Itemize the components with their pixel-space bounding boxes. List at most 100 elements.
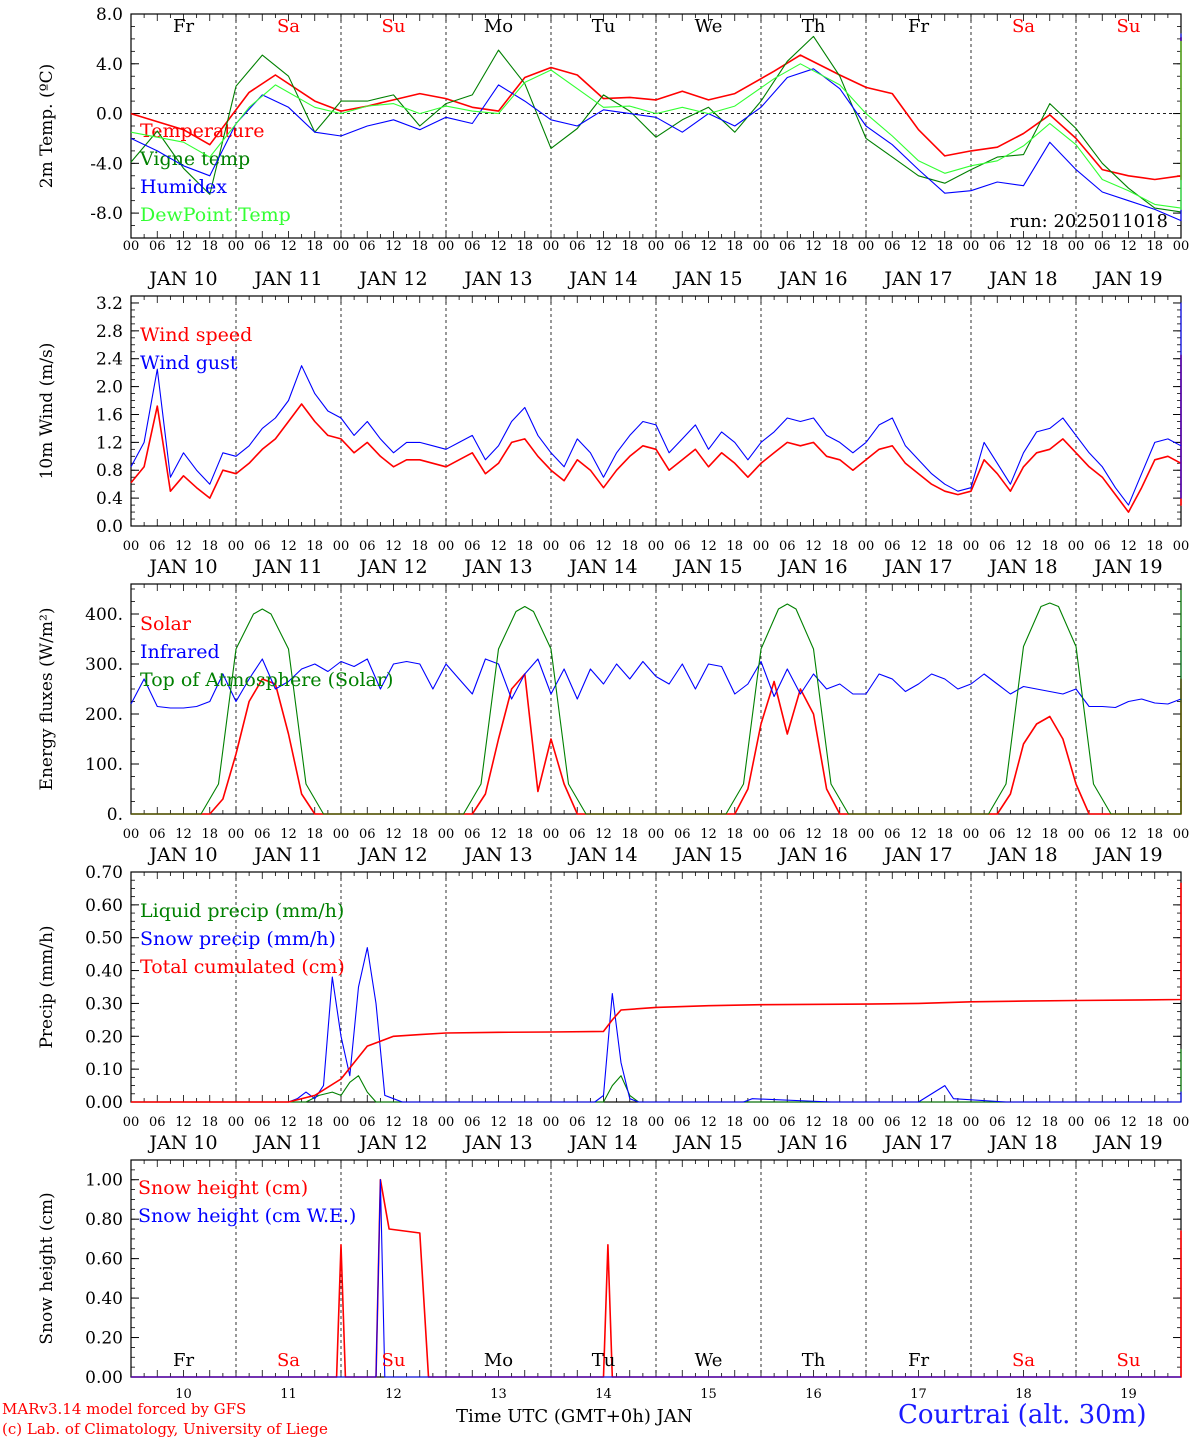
- weekday-label: We: [695, 1350, 723, 1371]
- hour-tick-label: 00: [858, 539, 875, 554]
- legend-wind-speed: Wind speed: [140, 324, 252, 346]
- y-tick-label: 0.80: [85, 1210, 123, 1230]
- hour-tick-label: 18: [831, 1115, 848, 1130]
- y-axis-label: Energy fluxes (W/m²): [37, 608, 57, 791]
- hour-tick-label: 18: [936, 239, 953, 254]
- date-label: JAN 10: [147, 1132, 217, 1154]
- hour-tick-label: 06: [254, 539, 271, 554]
- day-number-label: 19: [1120, 1387, 1137, 1402]
- weekday-label: Su: [382, 1350, 406, 1371]
- hour-tick-label: 18: [621, 239, 638, 254]
- hour-tick-label: 00: [858, 239, 875, 254]
- date-label: JAN 17: [882, 1132, 952, 1154]
- hour-tick-label: 00: [228, 1115, 245, 1130]
- hour-tick-label: 06: [359, 239, 376, 254]
- hour-tick-label: 06: [149, 827, 166, 842]
- hour-tick-label: 12: [805, 1115, 822, 1130]
- hour-tick-label: 06: [569, 239, 586, 254]
- y-tick-label: 0.0: [96, 105, 123, 125]
- y-tick-label: 400.: [85, 605, 123, 625]
- hour-tick-label: 12: [280, 1115, 297, 1130]
- hour-tick-label: 00: [963, 1115, 980, 1130]
- series-line-snow-precip-mm-h-: [131, 947, 1182, 1103]
- hour-tick-label: 00: [123, 539, 140, 554]
- hour-tick-label: 18: [831, 827, 848, 842]
- legend-snow-precip-mm-h-: Snow precip (mm/h): [140, 928, 336, 950]
- date-label: JAN 15: [672, 1132, 742, 1154]
- legend-humidex: Humidex: [140, 176, 227, 198]
- y-tick-label: 0.00: [85, 1093, 123, 1113]
- hour-tick-label: 12: [385, 827, 402, 842]
- date-label: JAN 12: [357, 1132, 427, 1154]
- hour-tick-label: 00: [333, 1115, 350, 1130]
- y-tick-label: 0.50: [85, 929, 123, 949]
- day-number-label: 11: [280, 1387, 297, 1402]
- y-tick-label: 300.: [85, 655, 123, 675]
- hour-tick-label: 12: [175, 1115, 192, 1130]
- y-tick-label: 0.4: [96, 489, 123, 509]
- hour-tick-label: 06: [884, 239, 901, 254]
- hour-tick-label: 18: [201, 827, 218, 842]
- hour-tick-label: 06: [1094, 827, 1111, 842]
- hour-tick-label: 18: [306, 1115, 323, 1130]
- station-name: Courtrai (alt. 30m): [898, 1400, 1147, 1430]
- hour-tick-label: 12: [490, 539, 507, 554]
- hour-tick-label: 18: [726, 1115, 743, 1130]
- date-label: JAN 10: [147, 268, 217, 290]
- hour-tick-label: 12: [700, 827, 717, 842]
- date-label: JAN 19: [1092, 268, 1162, 290]
- date-label: JAN 15: [672, 556, 742, 578]
- day-number-label: 15: [700, 1387, 717, 1402]
- date-label: JAN 16: [777, 268, 847, 290]
- y-axis-label: Snow height (cm): [37, 1192, 57, 1344]
- y-tick-label: 2.8: [96, 322, 123, 342]
- weekday-label: Tu: [592, 16, 616, 37]
- y-tick-label: 0.00: [85, 1368, 123, 1388]
- weekday-label: Fr: [908, 1350, 929, 1371]
- panel-5: 1.00 0.80 0.60 0.40 0.20 0.00 Snow height (cm)…: [37, 1159, 1182, 1402]
- hour-tick-label: 12: [1120, 827, 1137, 842]
- hour-tick-label: 06: [779, 239, 796, 254]
- hour-tick-label: 06: [989, 239, 1006, 254]
- y-tick-label: 0.40: [85, 962, 123, 982]
- hour-tick-label: 18: [831, 539, 848, 554]
- hour-tick-label: 00: [1173, 239, 1190, 254]
- hour-tick-label: 06: [779, 539, 796, 554]
- legend-snow-height-cm-w-e-: Snow height (cm W.E.): [138, 1205, 356, 1227]
- day-number-label: 18: [1015, 1387, 1032, 1402]
- y-tick-label: 200.: [85, 705, 123, 725]
- weekday-label: We: [695, 16, 723, 37]
- hour-tick-label: 12: [280, 539, 297, 554]
- weekday-label: Th: [802, 16, 826, 37]
- hour-tick-label: 06: [464, 239, 481, 254]
- y-tick-label: 1.6: [96, 405, 123, 425]
- hour-tick-label: 12: [910, 539, 927, 554]
- day-number-label: 12: [385, 1387, 402, 1402]
- hour-tick-label: 06: [989, 539, 1006, 554]
- hour-tick-label: 18: [516, 827, 533, 842]
- hour-tick-label: 12: [595, 827, 612, 842]
- weekday-label: Th: [802, 1350, 826, 1371]
- date-label: JAN 13: [462, 844, 532, 866]
- weekday-label: Tu: [592, 1350, 616, 1371]
- y-tick-label: -8.0: [90, 204, 123, 224]
- hour-tick-label: 12: [280, 827, 297, 842]
- y-tick-label: 4.0: [96, 55, 123, 75]
- hour-tick-label: 00: [1173, 827, 1190, 842]
- hour-tick-label: 18: [411, 539, 428, 554]
- hour-tick-label: 06: [359, 539, 376, 554]
- y-tick-label: 0.0: [96, 517, 123, 537]
- hour-tick-label: 18: [411, 239, 428, 254]
- hour-tick-label: 00: [543, 539, 560, 554]
- hour-tick-label: 12: [700, 539, 717, 554]
- y-tick-label: 1.2: [96, 433, 123, 453]
- hour-tick-label: 06: [1094, 1115, 1111, 1130]
- y-tick-label: 0.20: [85, 1027, 123, 1047]
- hour-tick-label: 12: [700, 1115, 717, 1130]
- date-label: JAN 13: [462, 268, 532, 290]
- hour-tick-label: 12: [175, 239, 192, 254]
- hour-tick-label: 18: [1146, 539, 1163, 554]
- day-number-label: 13: [490, 1387, 507, 1402]
- legend-vigne-temp: Vigne temp: [139, 148, 250, 170]
- hour-tick-label: 12: [595, 539, 612, 554]
